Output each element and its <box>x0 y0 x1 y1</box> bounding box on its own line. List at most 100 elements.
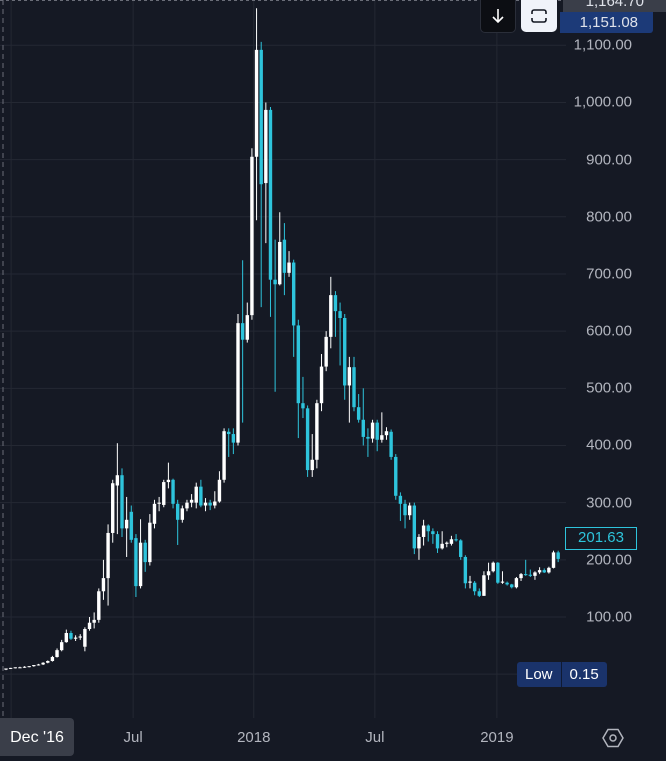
candle-down <box>556 550 560 563</box>
candle-up <box>440 531 444 550</box>
candle-down <box>394 454 398 500</box>
candle-down <box>199 479 203 508</box>
time-tick-label: Jul <box>365 729 385 746</box>
candle-body <box>250 156 254 316</box>
candle-up <box>519 572 523 581</box>
candle-down <box>454 534 458 542</box>
candle-body <box>129 511 133 540</box>
candle-down <box>477 588 481 597</box>
candle-up <box>97 588 101 623</box>
candle-down <box>171 478 175 509</box>
candle-down <box>143 539 147 572</box>
candle-body <box>259 49 263 185</box>
candle-up <box>162 479 166 508</box>
low-label-text: Low <box>517 662 561 687</box>
candle-body <box>111 483 115 533</box>
candle-body <box>97 591 101 620</box>
candle-down <box>542 568 546 573</box>
candle-body <box>55 650 59 658</box>
candle-body <box>92 619 96 623</box>
settings-hexagon-icon[interactable] <box>602 727 624 749</box>
candle-body <box>282 239 287 273</box>
candle-up <box>547 566 551 574</box>
candle-up <box>315 399 319 469</box>
candle-up <box>370 419 375 443</box>
candle-body <box>435 534 440 549</box>
price-tick-label: 200.00 <box>586 551 632 569</box>
candle-body <box>528 574 533 576</box>
candle-body <box>203 502 208 506</box>
candle-body <box>556 552 560 559</box>
candle-down <box>240 260 245 423</box>
candle-body <box>375 422 379 440</box>
candle-up <box>310 434 314 477</box>
candle-body <box>291 262 296 326</box>
candle-body <box>83 629 87 647</box>
candle-body <box>305 408 310 471</box>
candle-body <box>417 536 421 549</box>
candle-body <box>463 556 468 584</box>
time-tick-label: 2019 <box>480 729 514 746</box>
candle-body <box>445 542 449 544</box>
time-tick-label: 2018 <box>237 729 271 746</box>
candle-down <box>273 239 277 392</box>
candle-body <box>73 637 78 639</box>
candle-up <box>22 666 27 668</box>
price-tick-label: 800.00 <box>586 208 632 226</box>
candle-body <box>115 475 120 486</box>
candle-down <box>463 555 468 589</box>
candle-body <box>22 666 27 668</box>
candle-body <box>134 538 138 587</box>
candle-up <box>236 313 240 446</box>
candle-up <box>482 571 486 596</box>
candle-up <box>514 576 519 589</box>
candle-body <box>278 241 282 285</box>
candle-up <box>64 629 69 643</box>
candle-body <box>370 422 375 439</box>
candle-down <box>282 223 287 296</box>
candle-body <box>352 367 356 408</box>
candle-down <box>435 531 440 553</box>
candle-up <box>41 662 45 666</box>
candle-body <box>500 581 505 583</box>
candle-body <box>310 459 314 471</box>
candle-up <box>4 668 8 671</box>
candle-up <box>185 499 189 512</box>
candle-body <box>472 582 477 592</box>
candle-body <box>194 486 198 503</box>
candle-body <box>384 431 389 436</box>
candle-up <box>491 561 495 573</box>
candle-down <box>403 499 407 529</box>
candle-body <box>491 562 495 572</box>
candle-body <box>426 525 430 532</box>
candle-body <box>106 532 110 579</box>
low-label-separator <box>560 662 562 687</box>
candle-body <box>236 323 240 443</box>
scroll-to-latest-button[interactable] <box>480 0 516 33</box>
candle-up <box>500 571 505 584</box>
candle-body <box>519 574 523 579</box>
candle-down <box>356 394 361 423</box>
candle-down <box>291 259 296 357</box>
candle-up <box>254 8 259 221</box>
candle-down <box>528 569 533 577</box>
candle-body <box>347 367 352 386</box>
candle-up <box>203 498 208 512</box>
candle-body <box>454 539 458 541</box>
auto-scale-button[interactable] <box>521 0 557 32</box>
candle-body <box>542 570 546 573</box>
candle-down <box>305 405 310 477</box>
candle-body <box>227 431 231 435</box>
low-price-label: Low 0.15 <box>517 662 607 687</box>
candle-down <box>129 505 133 543</box>
candle-body <box>148 522 152 563</box>
candle-up <box>421 519 426 546</box>
candle-body <box>213 501 217 506</box>
candle-down <box>227 428 231 457</box>
candle-down <box>296 319 301 439</box>
candle-body <box>18 667 22 669</box>
candle-up <box>59 639 64 652</box>
candle-up <box>78 634 82 640</box>
candle-body <box>185 502 189 509</box>
